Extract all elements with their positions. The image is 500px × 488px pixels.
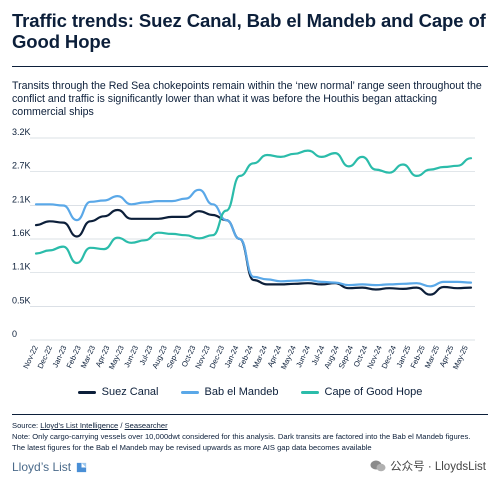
note-line-2: The latest figures for the Bab el Mandeb…: [12, 443, 372, 452]
chart-title: Traffic trends: Suez Canal, Bab el Mande…: [12, 10, 486, 52]
watermark-text: 公众号 · LloydsList: [390, 461, 486, 473]
legend-label: Cape of Good Hope: [324, 386, 423, 398]
wechat-icon: [370, 460, 386, 472]
brand-mark-icon: [77, 462, 87, 472]
source-label: Source:: [12, 421, 41, 430]
legend-label: Suez Canal: [101, 386, 159, 398]
series-line-bab-el-mandeb: [34, 188, 473, 288]
y-tick-label: 2.1K: [12, 194, 31, 204]
series-layer: [34, 149, 473, 296]
note-line-1: Note: Only cargo-carrying vessels over 1…: [12, 432, 471, 441]
legend-item: Bab el Mandeb: [180, 386, 279, 398]
y-axis-ticks: 0 0.5K 1.1K 1.6K 2.1K 2.7K 3.2K: [12, 128, 31, 339]
title-divider: [12, 66, 488, 67]
y-tick-label: 1.1K: [12, 262, 31, 272]
legend-item: Suez Canal: [77, 386, 159, 398]
footer-notes: Source: Lloyd’s List Intelligence / Seas…: [12, 420, 492, 453]
brand-logo: Lloyd’s List: [12, 460, 88, 474]
legend-swatch: [77, 390, 96, 394]
legend-swatch: [300, 390, 319, 394]
chart-legend: Suez Canal Bab el Mandeb Cape of Good Hope: [0, 386, 500, 398]
source-link-lloyds[interactable]: Lloyd’s List Intelligence: [40, 421, 119, 430]
legend-label: Bab el Mandeb: [204, 386, 279, 398]
legend-swatch: [180, 390, 199, 394]
chart-subtitle: Transits through the Red Sea chokepoints…: [12, 80, 482, 118]
footer-divider: [12, 414, 488, 415]
grid-layer: [30, 137, 475, 341]
y-tick-label: 2.7K: [12, 161, 31, 171]
source-separator: /: [118, 421, 125, 430]
source-line: Source: Lloyd’s List Intelligence / Seas…: [12, 420, 492, 431]
watermark: 公众号 · LloydsList: [370, 458, 486, 474]
y-tick-label: 1.6K: [12, 228, 31, 238]
y-tick-label: 3.2K: [12, 128, 31, 137]
line-chart: 0 0.5K 1.1K 1.6K 2.1K 2.7K 3.2K Nov-22Dec-22Ja…: [12, 128, 475, 371]
x-axis-ticks: Nov-22Dec-22Jan-23Feb-23Mar-23Apr-23May-…: [21, 344, 470, 371]
y-tick-label: 0.5K: [12, 295, 31, 305]
series-line-cape-of-good-hope: [34, 149, 473, 265]
legend-item: Cape of Good Hope: [300, 386, 423, 398]
y-tick-label: 0: [12, 329, 17, 339]
brand-name: Lloyd’s List: [12, 460, 72, 474]
source-link-seasearcher[interactable]: Seasearcher: [124, 421, 168, 430]
series-line-suez-canal: [34, 208, 473, 296]
